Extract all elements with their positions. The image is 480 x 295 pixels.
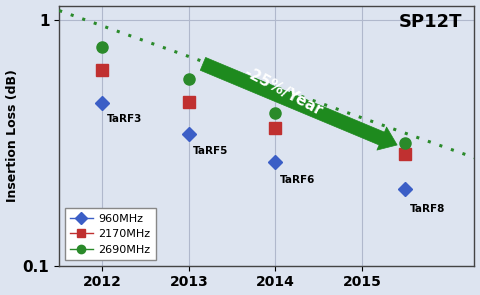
Text: TaRF8: TaRF8	[409, 204, 445, 214]
Text: TaRF3: TaRF3	[107, 114, 142, 124]
Text: TaRF6: TaRF6	[280, 175, 315, 185]
FancyArrowPatch shape	[200, 58, 397, 150]
Y-axis label: Insertion Loss (dB): Insertion Loss (dB)	[6, 69, 19, 202]
Text: TaRF5: TaRF5	[193, 146, 228, 156]
Text: SP12T: SP12T	[398, 13, 462, 31]
Text: -25%/Year: -25%/Year	[241, 64, 325, 118]
Legend: 960MHz, 2170MHz, 2690MHz: 960MHz, 2170MHz, 2690MHz	[65, 208, 156, 260]
